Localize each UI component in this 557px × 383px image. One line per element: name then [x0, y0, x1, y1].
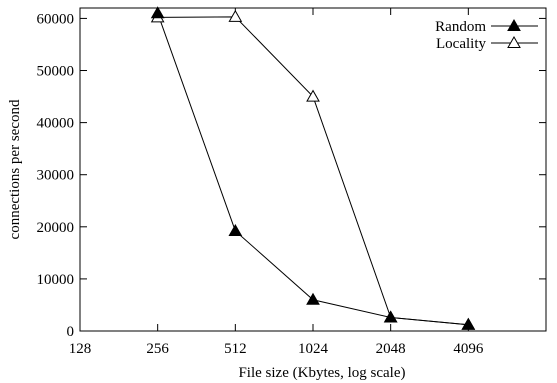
x-tick-label: 4096	[453, 341, 484, 357]
x-tick-label: 512	[224, 341, 247, 357]
x-axis-label: File size (Kbytes, log scale)	[238, 365, 405, 381]
legend-label-random: Random	[435, 19, 486, 35]
y-tick-label: 20000	[37, 220, 75, 236]
data-point-random	[228, 223, 243, 236]
y-tick-label: 50000	[37, 64, 75, 80]
data-point-locality	[306, 89, 320, 102]
legend-marker-random	[507, 18, 521, 31]
plot-axes	[79, 7, 547, 332]
y-tick-label: 10000	[37, 272, 75, 288]
x-tick-label: 2048	[376, 341, 406, 357]
data-point-random	[383, 310, 398, 323]
series-line-random	[157, 13, 469, 326]
y-axis-label: connections per second	[7, 99, 23, 239]
x-tick-label: 1024	[298, 341, 329, 357]
y-tick-label: 30000	[37, 168, 75, 184]
y-tick-label: 60000	[37, 11, 75, 27]
x-tick-label: 128	[69, 341, 92, 357]
legend-label-locality: Locality	[436, 36, 486, 52]
data-point-random	[150, 6, 165, 19]
series-line-locality	[157, 16, 469, 326]
data-point-random	[306, 292, 320, 305]
data-point-locality	[228, 9, 243, 22]
y-tick-label: 0	[67, 324, 75, 340]
axis-ticks: 0 10000 20000 30000 40000 50000 60000 128 256 512…	[37, 8, 546, 357]
plot-frame	[79, 7, 547, 332]
y-tick-label: 40000	[37, 116, 75, 132]
legend-marker-locality	[507, 35, 521, 48]
series-markers	[150, 6, 476, 330]
series-lines	[157, 13, 469, 326]
x-tick-label: 256	[146, 341, 169, 357]
data-point-random	[461, 317, 476, 330]
